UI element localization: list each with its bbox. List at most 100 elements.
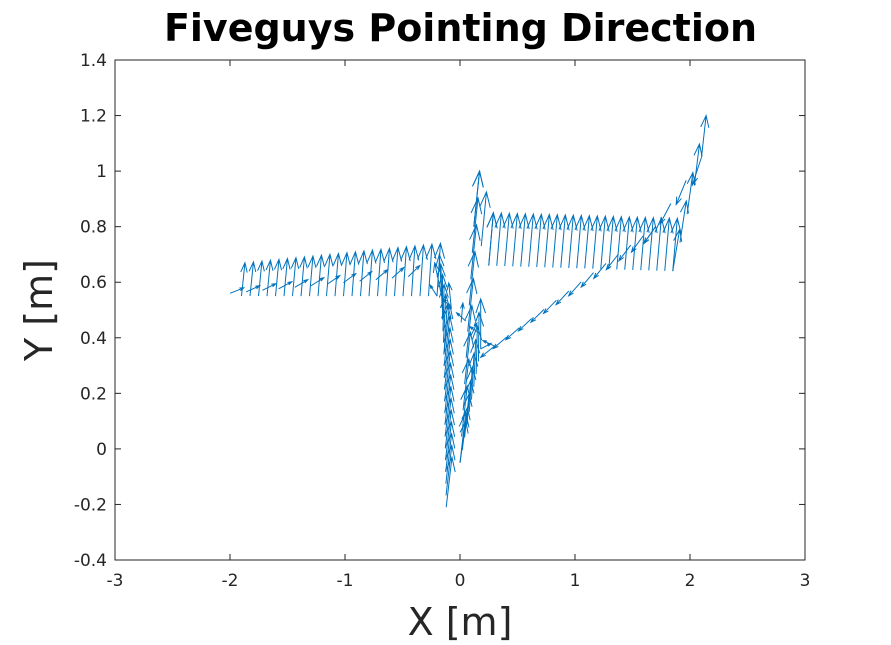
quiver-arrow: [470, 338, 481, 387]
quiver-arrow: [468, 351, 479, 400]
quiver-arrow: [463, 330, 475, 385]
quiver-arrow: [630, 235, 644, 254]
quiver-arrow: [461, 357, 473, 411]
quiver-arrow: [262, 283, 278, 291]
quiver-arrow: [437, 272, 448, 320]
quiver-arrow: [429, 283, 438, 297]
y-tick-label: 0.4: [80, 329, 107, 349]
quiver-arrow: [460, 384, 472, 437]
quiver-arrow: [466, 365, 477, 413]
quiver-arrow: [257, 259, 265, 297]
x-tick-label: 0: [455, 571, 466, 591]
quiver-arrow: [383, 246, 394, 297]
y-axis-label: Y [m]: [17, 259, 61, 362]
quiver-arrow: [567, 281, 582, 298]
quiver-arrow: [455, 311, 467, 322]
quiver-arrow: [316, 253, 325, 297]
quiver-arrow: [475, 297, 487, 349]
quiver-arrow: [326, 274, 342, 285]
quiver-arrow: [307, 254, 317, 297]
x-tick-label: 3: [800, 571, 811, 591]
quiver-arrow: [408, 244, 420, 297]
quiver-arrow: [614, 215, 626, 270]
quiver-arrow: [670, 216, 682, 272]
quiver-arrow: [518, 212, 530, 267]
x-tick-label: -3: [107, 571, 124, 591]
quiver-arrow: [622, 215, 634, 270]
quiver-arrow: [469, 223, 481, 280]
x-tick-label: -2: [222, 571, 239, 591]
quiver-arrow: [492, 336, 508, 350]
x-tick-label: 1: [570, 571, 581, 591]
quiver-arrow: [341, 251, 351, 297]
quiver-arrow: [299, 255, 308, 297]
quiver-arrow: [391, 246, 403, 297]
quiver-arrow: [555, 290, 570, 306]
arrow-layer: [229, 114, 710, 508]
y-tick-label: 0.8: [80, 218, 107, 238]
quiver-arrow: [374, 247, 386, 297]
quiver-arrow: [646, 216, 658, 271]
quiver-arrow: [460, 301, 465, 323]
quiver-arrow: [550, 213, 562, 268]
quiver-arrow: [473, 310, 485, 362]
x-tick-label: -1: [337, 571, 354, 591]
y-tick-label: -0.2: [74, 495, 107, 515]
quiver-arrow: [590, 214, 602, 269]
quiver-arrow: [510, 211, 522, 267]
quiver-arrow: [481, 339, 495, 347]
quiver-arrow: [324, 252, 334, 297]
quiver-arrow: [442, 297, 452, 309]
quiver-arrow: [359, 270, 373, 282]
y-tick-label: 1: [96, 162, 107, 182]
quiver-arrow: [265, 258, 274, 297]
quiver-arrow: [480, 342, 493, 350]
quiver-arrow: [273, 257, 283, 297]
quiver-arrow: [425, 242, 437, 297]
quiver-arrow: [486, 211, 498, 266]
quiver-arrow: [400, 245, 411, 297]
quiver-arrow: [290, 256, 300, 297]
quiver-arrow: [229, 287, 246, 294]
quiver-arrow: [582, 214, 594, 269]
quiver-arrow: [494, 211, 506, 266]
quiver-arrow: [282, 257, 291, 297]
plot-frame: [114, 59, 806, 561]
quiver-arrow: [679, 199, 690, 243]
y-tick-label: 0.6: [80, 273, 107, 293]
quiver-arrow: [675, 180, 687, 206]
quiver-arrow: [417, 243, 428, 297]
quiver-arrow: [446, 281, 453, 310]
y-tick-label: 1.4: [80, 51, 107, 71]
quiver-arrow: [246, 285, 262, 293]
quiver-arrow: [504, 327, 520, 341]
quiver-arrow: [466, 276, 478, 332]
quiver-arrow: [574, 213, 586, 269]
quiver-arrow: [472, 169, 484, 227]
quiver-arrow: [566, 213, 578, 269]
y-tick-label: -0.4: [74, 551, 107, 571]
x-tick-label: 2: [685, 571, 696, 591]
quiver-arrow: [691, 157, 702, 187]
quiver-arrow: [479, 190, 491, 247]
quiver-arrow: [580, 272, 594, 289]
quiver-arrow: [471, 324, 483, 375]
quiver-arrow: [700, 114, 710, 158]
quiver-arrow: [606, 214, 618, 270]
quiver-arrow: [662, 216, 674, 271]
quiver-arrow: [470, 196, 483, 253]
quiver-arrow: [502, 211, 514, 267]
y-tick-label: 1.2: [80, 107, 107, 127]
quiver-arrow: [643, 226, 656, 245]
quiver-arrow: [517, 318, 532, 332]
quiver-arrow: [605, 253, 619, 271]
quiver-arrow: [310, 276, 326, 287]
quiver-arrow: [526, 212, 538, 267]
quiver-arrow: [659, 203, 672, 226]
quiver-arrow: [332, 251, 343, 297]
quiver-arrow: [534, 212, 546, 268]
quiver-arrow: [558, 213, 570, 268]
quiver-arrow: [343, 272, 358, 284]
quiver-arrow: [375, 268, 389, 281]
